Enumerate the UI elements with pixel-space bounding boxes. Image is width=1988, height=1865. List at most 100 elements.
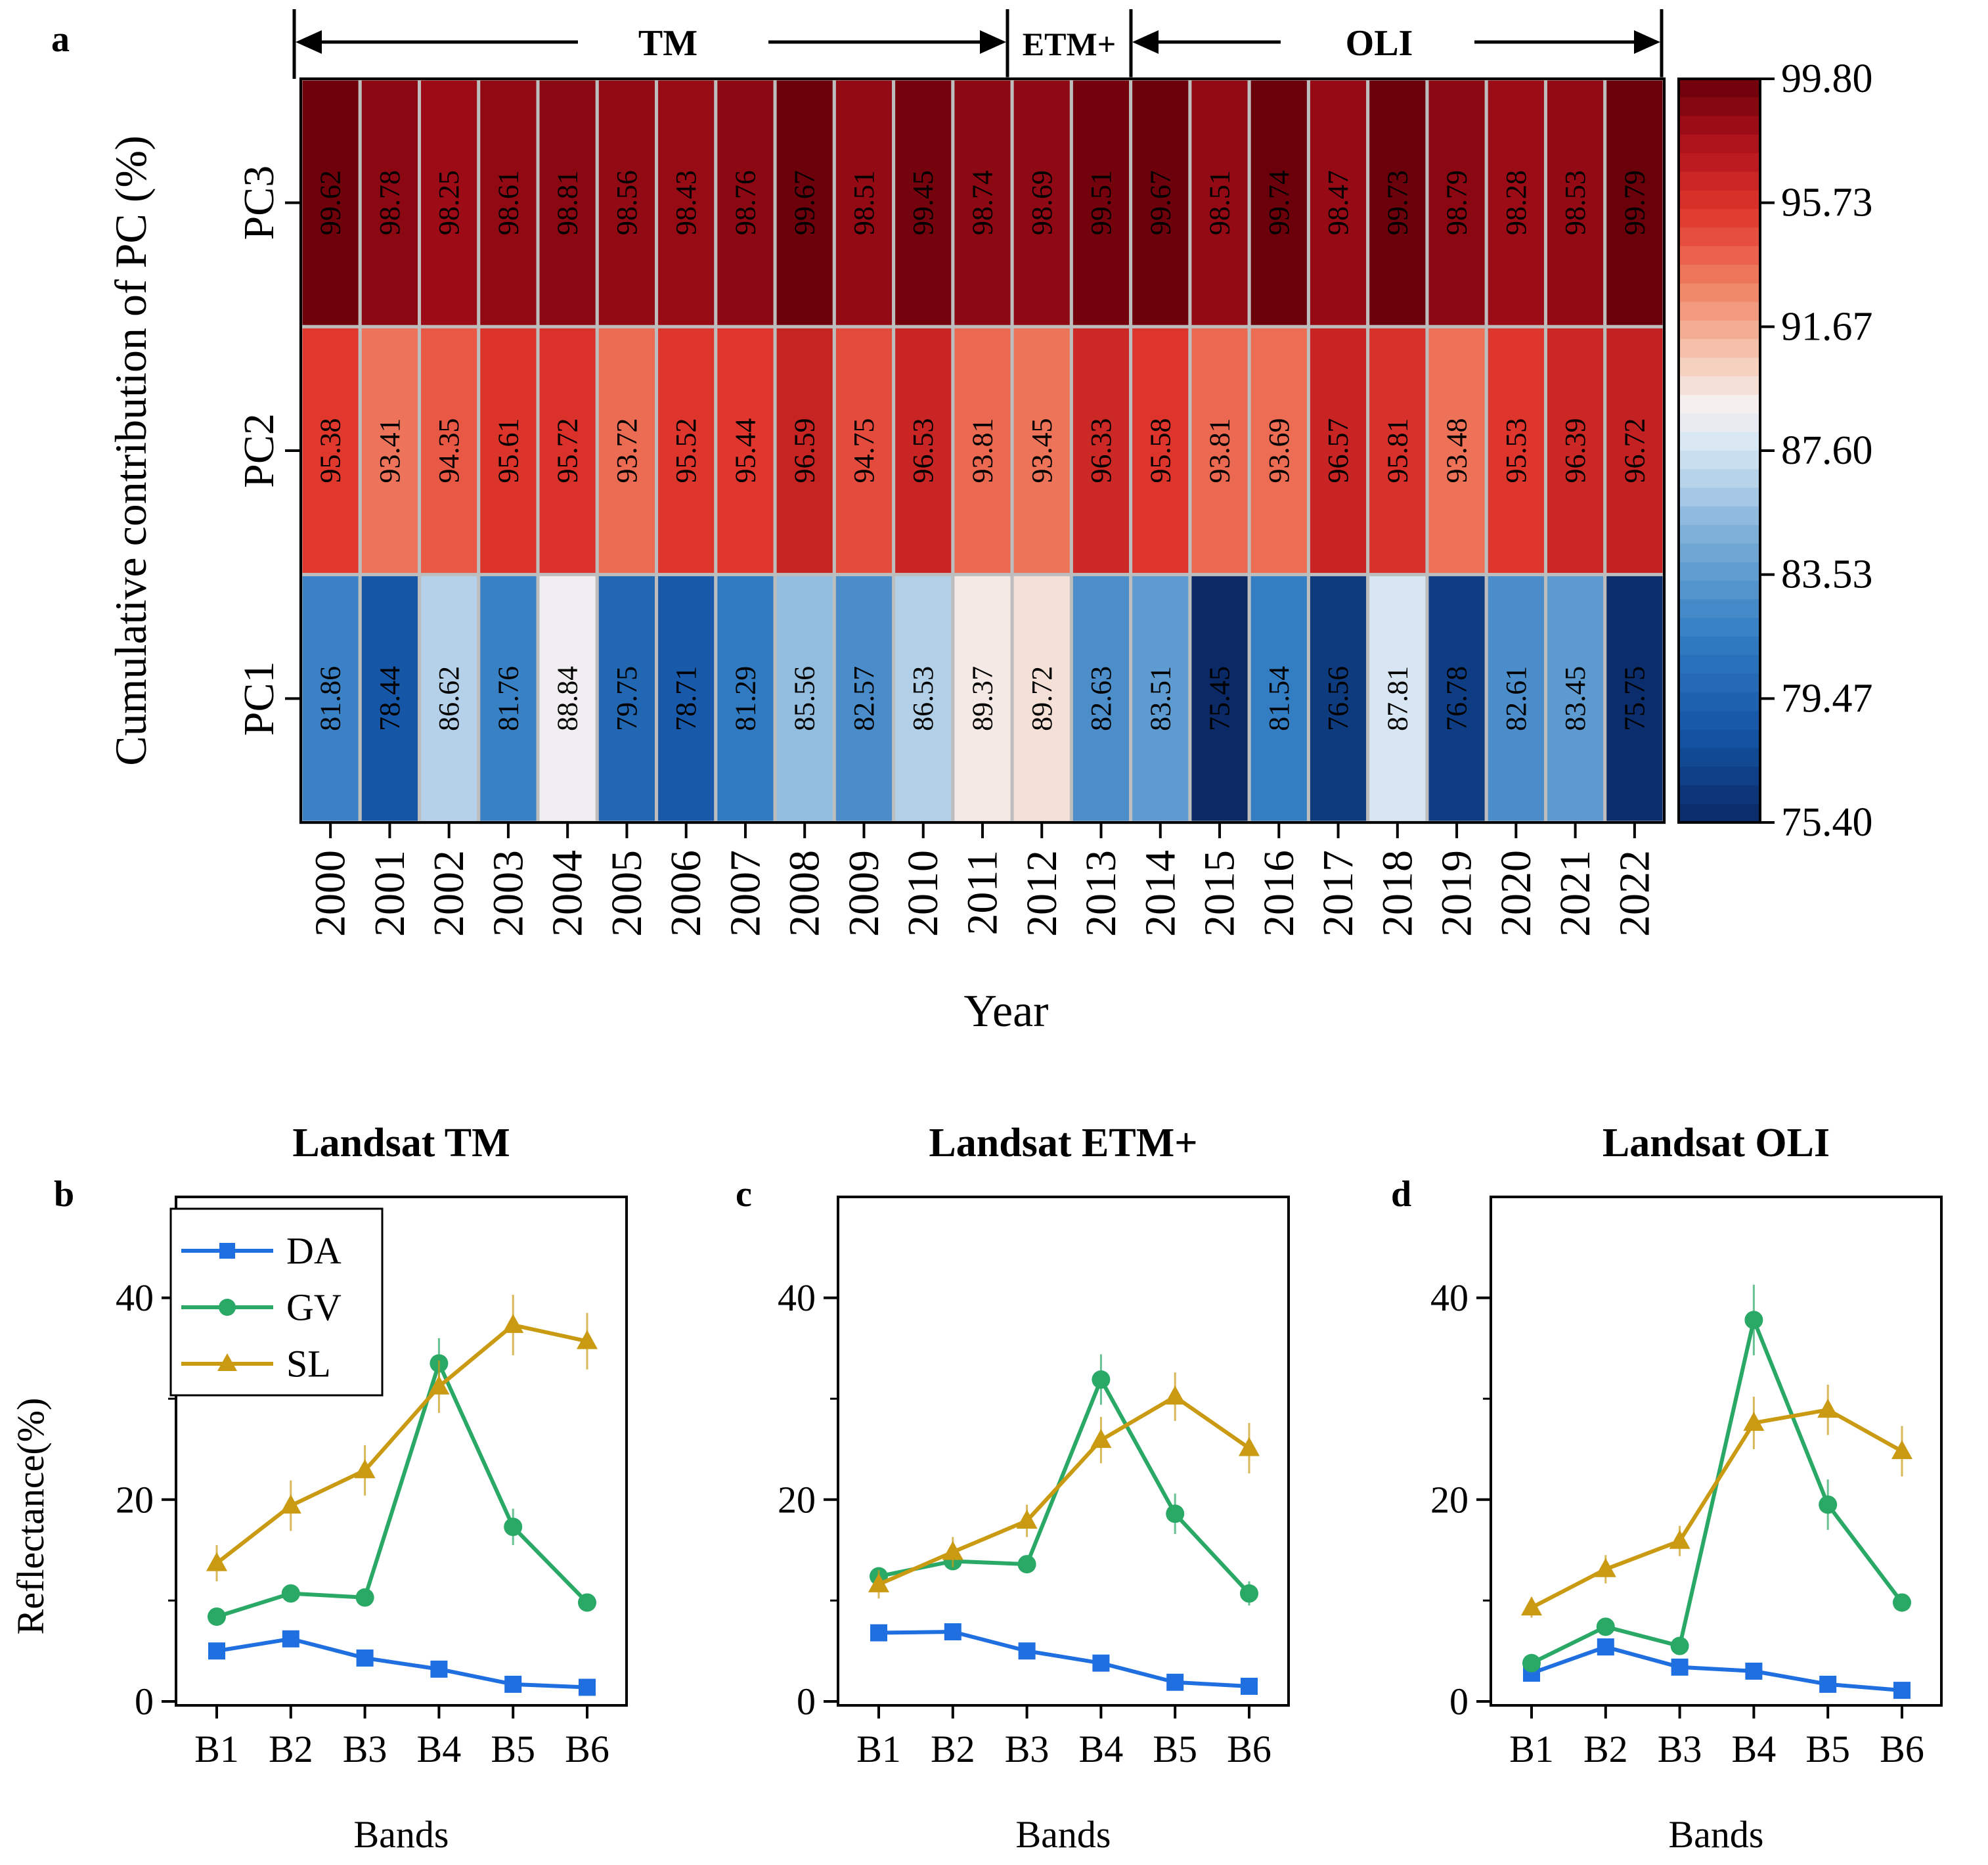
data-point-da <box>1745 1662 1763 1680</box>
data-point-sl <box>1743 1412 1765 1431</box>
heatmap-cell <box>1484 325 1547 577</box>
data-point-sl <box>577 1330 598 1349</box>
colorbar-segment <box>1679 376 1760 396</box>
data-point-gv <box>208 1607 226 1626</box>
heatmap-year-label: 2016 <box>1255 850 1303 937</box>
colorbar-segment <box>1679 190 1760 210</box>
x-tick-label: B4 <box>417 1728 462 1770</box>
heatmap-cell-label: 98.53 <box>1559 170 1591 235</box>
x-tick-label: B1 <box>856 1728 901 1770</box>
heatmap-cell-label: 99.45 <box>907 170 939 235</box>
series-line-gv <box>1530 1313 1904 1665</box>
colorbar-segment <box>1679 599 1760 619</box>
x-tick-label: B1 <box>1509 1728 1554 1770</box>
sensor-arrowhead <box>1634 30 1660 54</box>
data-point-sl <box>1090 1429 1112 1449</box>
heatmap-cell <box>773 573 836 824</box>
heatmap-cell-label: 94.75 <box>848 418 880 483</box>
heatmap-cell-label: 82.63 <box>1085 666 1117 731</box>
data-point-da <box>356 1649 374 1667</box>
sensor-arrowhead <box>980 30 1006 54</box>
colorbar-segment <box>1679 283 1760 303</box>
panel-label-b: b <box>54 1174 74 1215</box>
x-tick-label: B3 <box>1658 1728 1702 1770</box>
heatmap-y-axis: PC3 PC2 PC1 <box>235 166 301 736</box>
data-point-da <box>430 1660 448 1678</box>
heatmap-cell <box>299 573 362 824</box>
colorbar: 99.80 95.73 91.67 87.60 83.53 79.47 75.40 <box>1677 56 1873 845</box>
y-tick-label: 0 <box>1449 1680 1469 1723</box>
data-point-sl <box>1817 1399 1839 1418</box>
heatmap-year-label: 2018 <box>1373 850 1421 937</box>
colorbar-segment <box>1679 246 1760 265</box>
heatmap-cell-label: 79.75 <box>611 666 643 731</box>
heatmap-cell <box>1188 325 1251 577</box>
y-tick-label: 40 <box>778 1276 816 1319</box>
data-point-gv <box>1017 1555 1036 1574</box>
heatmap-cell-label: 96.59 <box>789 418 821 483</box>
data-point-sl <box>1239 1437 1260 1456</box>
colorbar-segment <box>1679 655 1760 675</box>
x-tick-label: B5 <box>1805 1728 1850 1770</box>
y-tick-label: 40 <box>1430 1276 1469 1319</box>
heatmap-cell <box>892 573 955 824</box>
legend-marker <box>217 1353 237 1371</box>
series-line-sl <box>877 1394 1250 1586</box>
colorbar-segment <box>1679 543 1760 563</box>
heatmap-cell-label: 93.81 <box>1204 418 1236 483</box>
colorbar-segment <box>1679 487 1760 507</box>
heatmap-cell-label: 99.62 <box>315 170 347 235</box>
x-tick-label: B3 <box>1005 1728 1049 1770</box>
colorbar-segment <box>1679 116 1760 135</box>
heatmap-cell <box>418 573 481 824</box>
data-point-gv <box>1522 1653 1541 1673</box>
heatmap-year-label: 2007 <box>721 850 769 937</box>
heatmap-cell <box>1425 77 1488 328</box>
heatmap-cell-label: 86.53 <box>907 666 939 731</box>
heatmap-cell-label: 99.67 <box>789 170 821 235</box>
y-tick-label: 0 <box>135 1680 154 1723</box>
data-point-gv <box>1092 1370 1111 1389</box>
heatmap-cell-label: 98.61 <box>492 170 524 235</box>
heatmap-year-label: 2001 <box>366 850 414 937</box>
data-point-sl <box>280 1494 301 1514</box>
line-panel-d: d Landsat OLI 0 20 40 B1 B2 B3 B4 B5 B6 Bands <box>1391 1121 1943 1856</box>
colorbar-segment <box>1679 320 1760 340</box>
heatmap-cell-label: 98.78 <box>374 170 406 235</box>
panel-label-a: a <box>51 19 70 60</box>
heatmap-cell-label: 93.45 <box>1026 418 1058 483</box>
colorbar-tick-label: 99.80 <box>1781 56 1873 101</box>
series-line-sl <box>1530 1407 1903 1609</box>
legend-label: DA <box>286 1230 342 1272</box>
colorbar-segment <box>1679 451 1760 470</box>
line-panel-b: b Landsat TM 0 20 40 B1 B2 B3 B4 B5 B6 Bands Reflect… <box>9 1121 628 1856</box>
heatmap-cell <box>477 325 540 577</box>
heatmap-cell-label: 98.69 <box>1026 170 1058 235</box>
heatmap-year-label: 2011 <box>959 850 1007 935</box>
colorbar-tick-label: 87.60 <box>1781 428 1873 473</box>
heatmap-cell <box>1306 77 1370 328</box>
heatmap-cell-label: 98.56 <box>611 170 643 235</box>
data-point-da <box>1241 1677 1258 1695</box>
legend-label: SL <box>286 1343 331 1385</box>
colorbar-segment <box>1679 469 1760 489</box>
panel-title: Landsat TM <box>292 1121 510 1165</box>
heatmap-cell-label: 78.44 <box>374 666 406 731</box>
data-point-da <box>870 1624 887 1642</box>
data-point-da <box>1018 1642 1036 1660</box>
colorbar-segment <box>1679 637 1760 656</box>
heatmap-cell-label: 99.79 <box>1618 170 1650 235</box>
heatmap-cell-label: 98.76 <box>729 170 761 235</box>
data-point-sl <box>428 1375 450 1395</box>
heatmap-cell-label: 96.57 <box>1322 418 1354 483</box>
heatmap-cells: 99.62 98.78 98.25 98.61 98.81 98.56 98.43 98.76… <box>299 77 1666 824</box>
data-point-da <box>1597 1638 1614 1656</box>
data-point-sl <box>942 1540 963 1560</box>
heatmap-cell-label: 78.71 <box>670 666 702 731</box>
heatmap-cell-label: 87.81 <box>1381 666 1413 731</box>
data-point-gv <box>1670 1636 1689 1655</box>
data-point-gv <box>1596 1617 1615 1636</box>
plot-frame <box>175 1196 628 1707</box>
data-point-da <box>1893 1682 1911 1699</box>
x-tick-label: B1 <box>194 1728 239 1770</box>
